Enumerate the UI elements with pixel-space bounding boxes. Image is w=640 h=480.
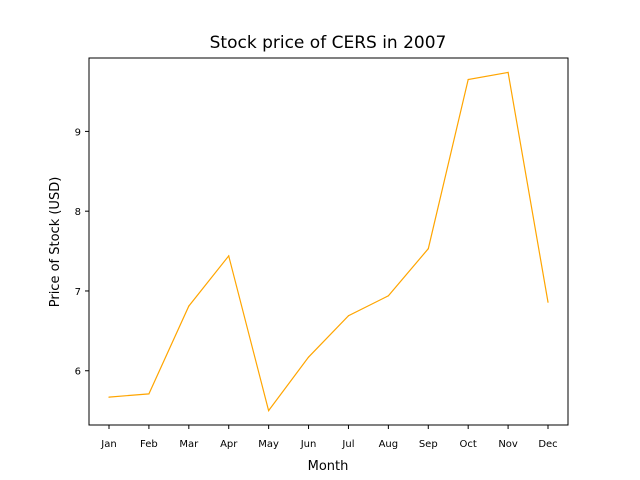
y-axis-label: Price of Stock (USD)	[48, 177, 63, 308]
x-tick-label: Jul	[341, 439, 354, 450]
y-tick-label: 9	[75, 127, 81, 138]
y-tick-label: 7	[75, 287, 81, 298]
x-tick-label: Aug	[379, 439, 399, 450]
data-point	[108, 396, 110, 398]
x-tick-label: Sep	[419, 439, 438, 450]
x-tick-label: Jan	[100, 439, 116, 450]
data-point	[228, 255, 230, 257]
data-point	[148, 393, 150, 395]
chart-title: Stock price of CERS in 2007	[210, 33, 447, 53]
data-point	[307, 356, 310, 358]
x-axis: Jan Feb Mar Apr May Jun Jul Aug Sep Oct Nov Dec	[100, 425, 558, 450]
y-axis: 6 7 8 9	[75, 127, 89, 378]
x-tick-label: Feb	[140, 439, 158, 450]
data-point	[387, 295, 389, 297]
data-point	[188, 305, 190, 307]
plot-area	[88, 57, 569, 426]
x-tick-label: Mar	[179, 439, 199, 450]
data-point	[347, 315, 350, 317]
y-tick-label: 6	[75, 367, 81, 378]
x-tick-label: Jun	[300, 439, 317, 450]
x-tick-label: Apr	[220, 439, 238, 450]
y-tick-label: 8	[75, 207, 81, 218]
x-tick-label: Dec	[538, 439, 557, 450]
data-point	[547, 301, 549, 303]
x-tick-label: May	[258, 439, 279, 450]
data-point	[427, 248, 429, 250]
x-tick-label: Oct	[460, 439, 477, 450]
x-axis-label: Month	[308, 459, 349, 474]
series-layer	[108, 71, 549, 412]
data-point	[467, 78, 469, 81]
series-line	[108, 71, 549, 412]
x-tick-label: Nov	[498, 439, 518, 450]
data-point	[507, 71, 509, 73]
data-point	[268, 410, 270, 412]
